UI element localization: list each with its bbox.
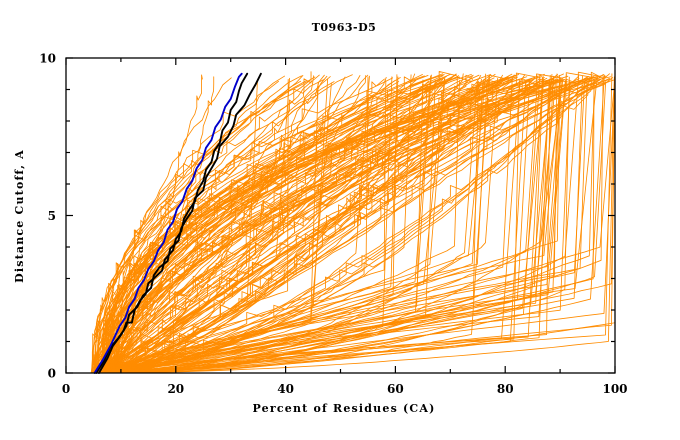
model-curve [106,79,417,374]
model-curve [113,73,613,374]
model-curve [111,77,508,374]
y-tick-label: 10 [39,52,56,66]
model-curve [96,79,595,374]
model-curve [111,73,567,374]
model-curve [95,74,616,374]
model-curve [92,78,452,374]
model-curve [114,76,616,374]
model-curve [97,78,540,374]
model-curve [109,79,490,374]
model-curve [107,81,571,374]
model-curve [97,80,616,374]
highlight-model-curves [93,72,262,374]
x-tick-label: 20 [167,382,184,396]
model-curve [101,75,579,374]
model-curve [106,70,457,374]
model-curve [105,73,451,374]
model-curve [105,77,290,374]
model-curve [90,75,589,374]
model-curve [116,78,480,374]
model-curve [98,79,558,374]
model-curve [101,76,597,374]
model-curve [99,78,499,374]
x-tick-label: 0 [62,382,70,396]
model-curve [95,74,445,374]
x-tick-label: 100 [602,382,627,396]
model-curve [105,74,412,374]
model-curve [120,78,483,374]
model-curve [108,75,429,374]
y-tick-label: 0 [48,367,56,381]
model-curve [109,73,513,374]
y-tick-label: 5 [48,209,56,223]
x-tick-label: 60 [387,382,404,396]
model-curve [97,80,586,374]
model-curve [98,78,446,374]
y-axis-title: Distance Cutoff, A [13,149,26,283]
model-curve [111,76,399,374]
model-curve [93,78,289,374]
model-curve [104,75,370,374]
orange-model-curves [90,70,616,374]
model-curve [117,74,480,374]
model-curve [113,78,514,374]
model-curve [110,80,484,374]
blue-model-1 [93,72,243,374]
model-curve [108,76,215,374]
model-curve [113,76,460,374]
model-curve [96,80,430,374]
model-curve [116,81,400,374]
model-curve [97,77,394,374]
x-axis-title: Percent of Residues (CA) [253,402,436,415]
model-curve [107,80,564,374]
x-tick-label: 40 [277,382,294,396]
model-curve [107,81,473,374]
model-curve [111,75,482,374]
axis-ticks [65,57,616,374]
model-curve [110,74,515,374]
model-curve [97,78,601,374]
page-title: T0963-D5 [312,21,377,34]
model-curve [111,81,607,374]
model-curve [104,75,286,374]
axis-tick-labels: 0 20 40 60 80 100 0 5 10 [39,52,627,397]
model-curve [100,78,557,374]
x-tick-label: 80 [497,382,514,396]
model-curve [110,75,544,374]
model-curve [99,81,488,374]
model-curve [108,75,315,374]
model-curve [113,73,457,374]
model-curve [103,76,612,374]
model-curve [97,75,432,374]
black-model-2 [97,72,262,374]
model-curve [97,76,536,374]
model-curve [109,81,478,374]
model-curve [119,77,611,374]
model-curve [104,77,613,374]
model-curve [119,75,595,374]
